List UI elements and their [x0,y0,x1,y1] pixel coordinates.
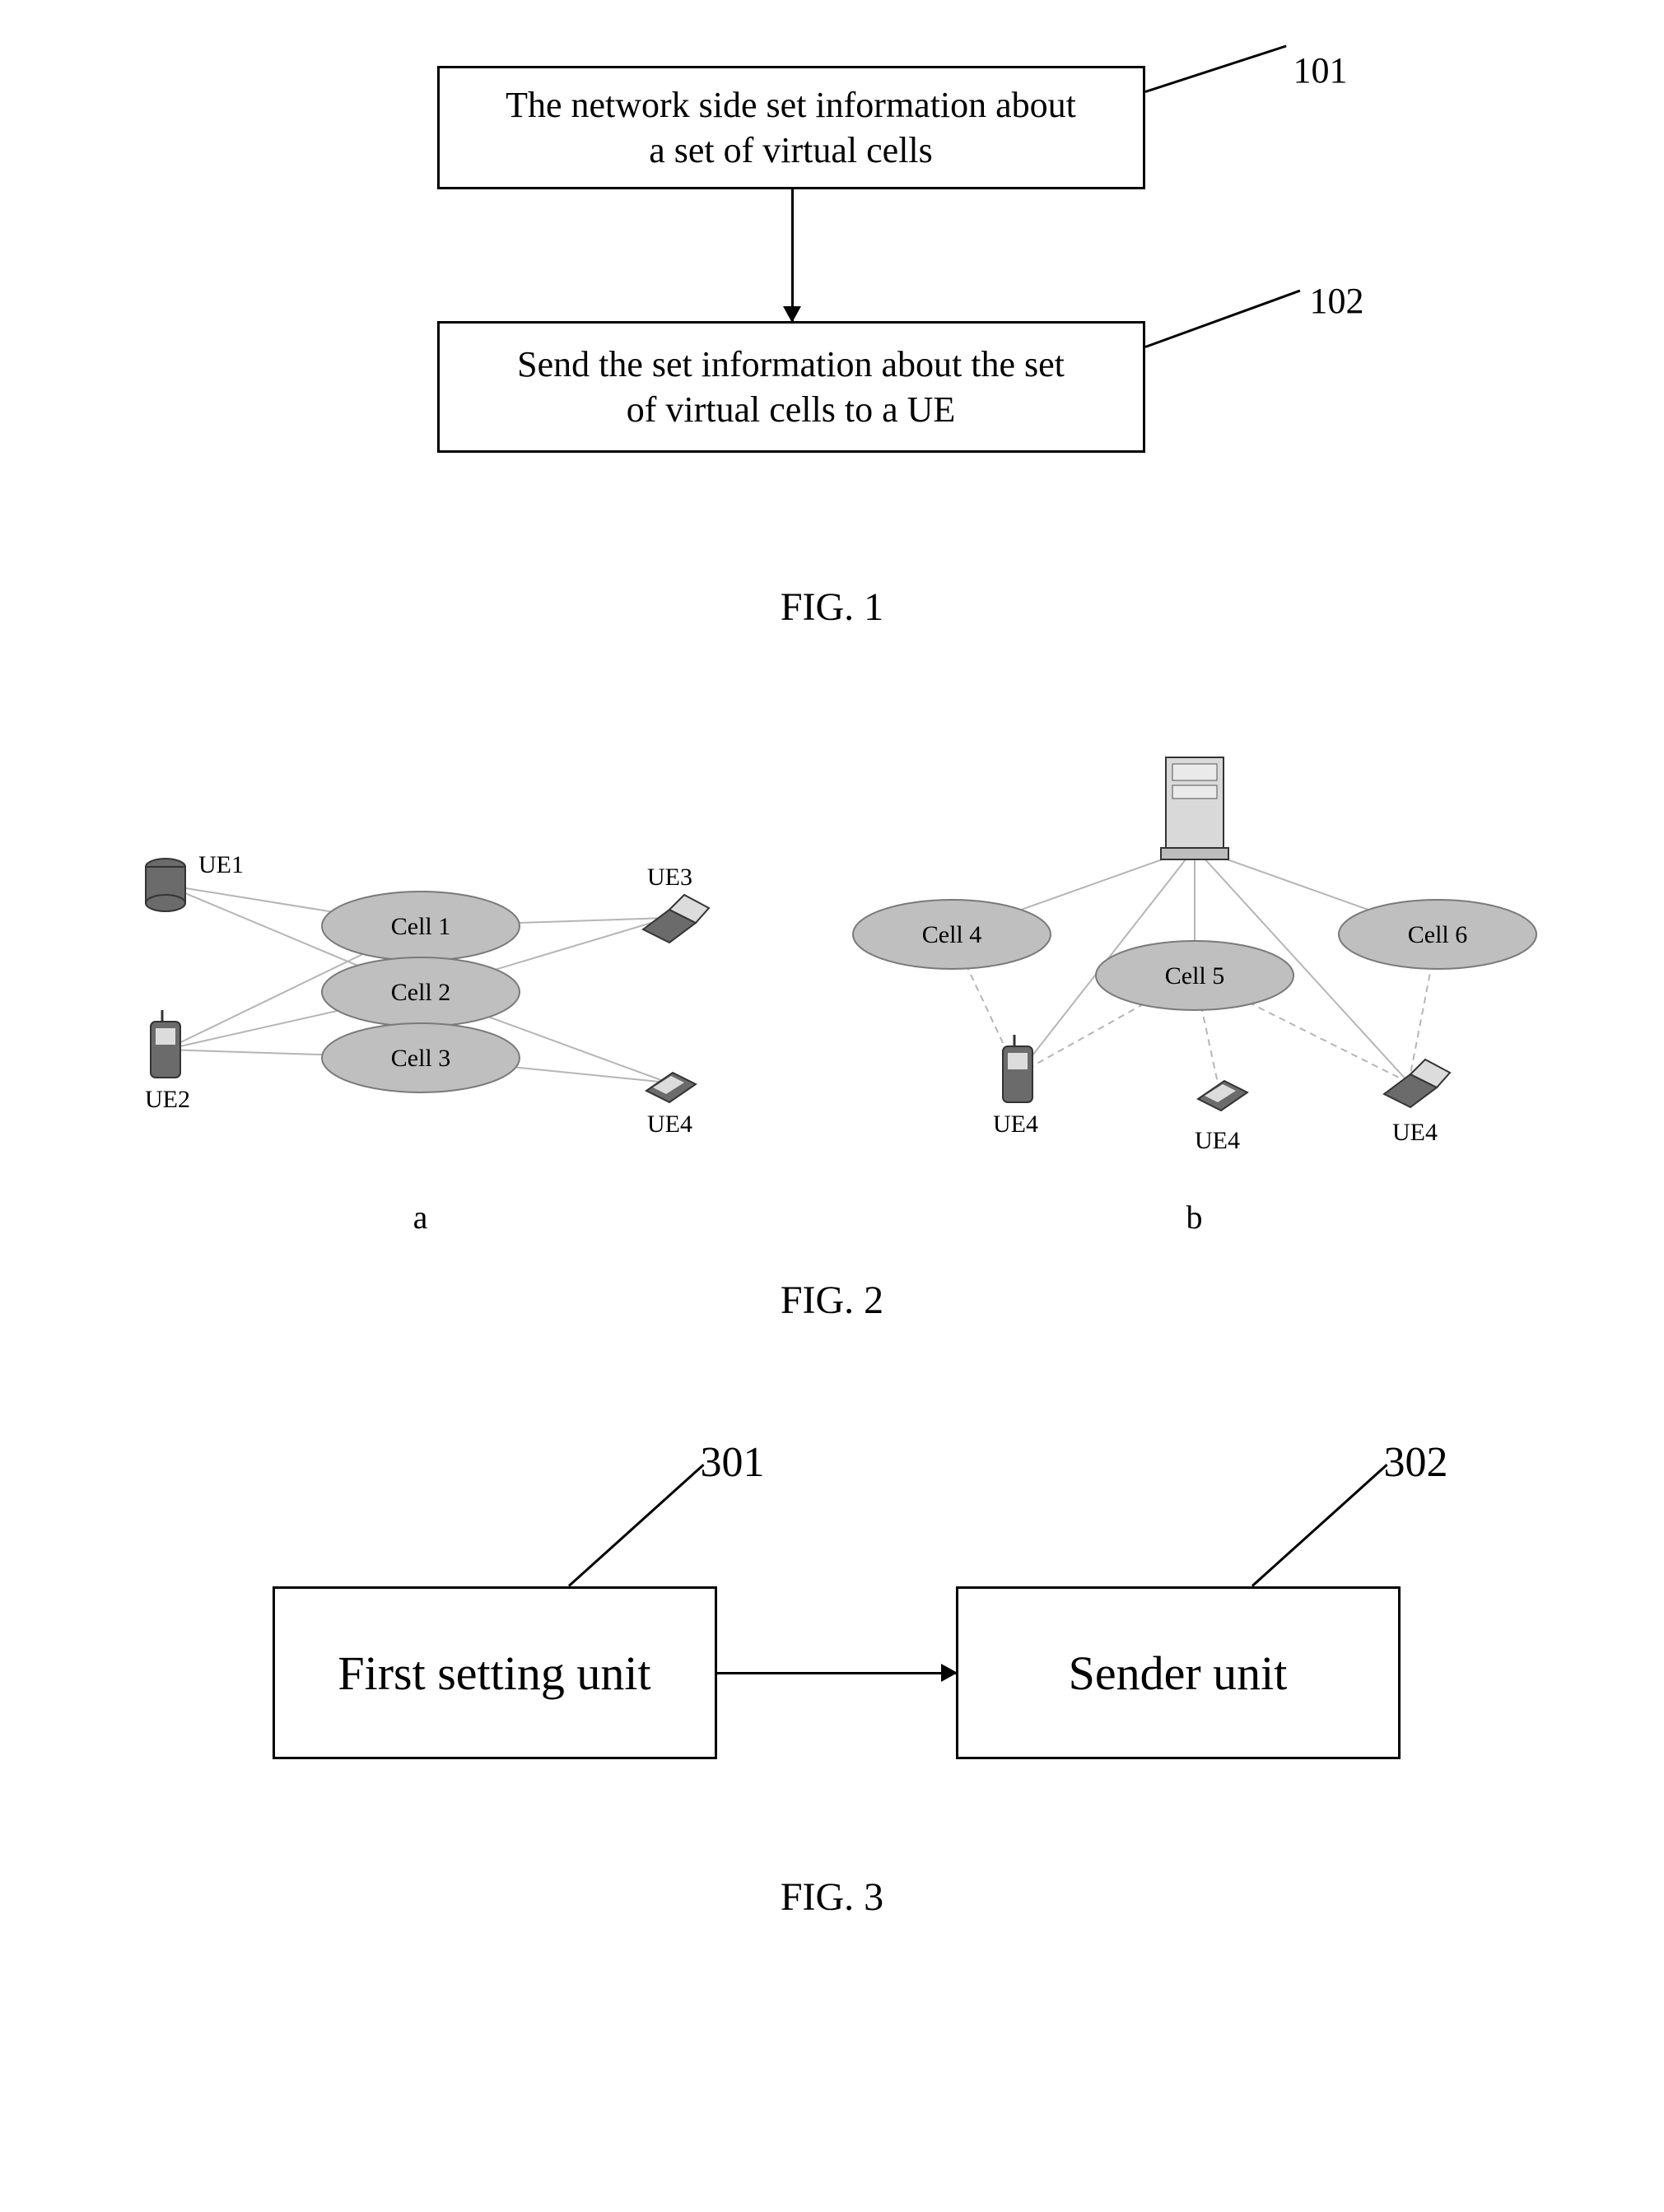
leader-302 [1251,1464,1387,1586]
flow-box-101: The network side set information about a… [437,66,1145,189]
flow-arrow-down [791,189,794,321]
fig1-flowchart: The network side set information about a… [256,49,1409,543]
svg-text:Cell 2: Cell 2 [390,979,450,1006]
leader-101 [1144,44,1286,92]
svg-text:UE2: UE2 [145,1086,190,1113]
fig2-panel-a: Cell 1 Cell 2 Cell 3 UE1 UE2 UE3 UE4 a [108,827,734,1236]
fig2-svg-b: Cell 4 Cell 5 Cell 6 UE4 UE4 UE4 [832,745,1557,1173]
svg-text:UE3: UE3 [647,864,692,891]
fig3-caption: FIG. 3 [33,1874,1631,1920]
leader-301 [567,1464,703,1586]
callout-301: 301 [701,1438,765,1487]
callout-102: 102 [1310,280,1364,322]
svg-text:UE4: UE4 [993,1111,1038,1138]
svg-text:Cell 1: Cell 1 [390,913,450,940]
fig2-caption: FIG. 2 [33,1278,1631,1323]
block-302: Sender unit [956,1586,1401,1759]
panel-a-label: a [108,1198,734,1236]
fig2-svg-a: Cell 1 Cell 2 Cell 3 UE1 UE2 UE3 UE4 [108,827,734,1173]
fig1-caption: FIG. 1 [33,584,1631,630]
svg-text:UE4: UE4 [1195,1127,1240,1154]
svg-text:Cell 6: Cell 6 [1407,921,1467,948]
panel-b-label: b [832,1198,1557,1236]
figure-2: Cell 1Cell 2Cell 3UE1UE2UE3UE4 a Cell 4C… [33,745,1631,1323]
svg-text:UE4: UE4 [1392,1119,1438,1146]
svg-text:Cell 3: Cell 3 [390,1045,450,1072]
svg-text:Cell 4: Cell 4 [921,921,981,948]
fig2-panels: Cell 1Cell 2Cell 3UE1UE2UE3UE4 a Cell 4C… [33,745,1631,1236]
flow-box-102: Send the set information about the set o… [437,321,1145,453]
block-301: First setting unit [273,1586,717,1759]
callout-101: 101 [1293,49,1348,91]
svg-text:Cell 5: Cell 5 [1164,962,1224,990]
leader-102 [1144,290,1300,348]
fig3-block-diagram: First setting unit 301 Sender unit 302 [174,1438,1491,1833]
svg-text:UE1: UE1 [198,851,244,878]
fig2-panel-b: Cell 4 Cell 5 Cell 6 UE4 UE4 UE4 b [832,745,1557,1236]
figure-3: First setting unit 301 Sender unit 302 FIG.… [33,1438,1631,1920]
figure-1: The network side set information about a… [33,49,1631,630]
callout-302: 302 [1384,1438,1448,1487]
block-arrow-right [717,1672,956,1674]
svg-text:UE4: UE4 [647,1111,692,1138]
